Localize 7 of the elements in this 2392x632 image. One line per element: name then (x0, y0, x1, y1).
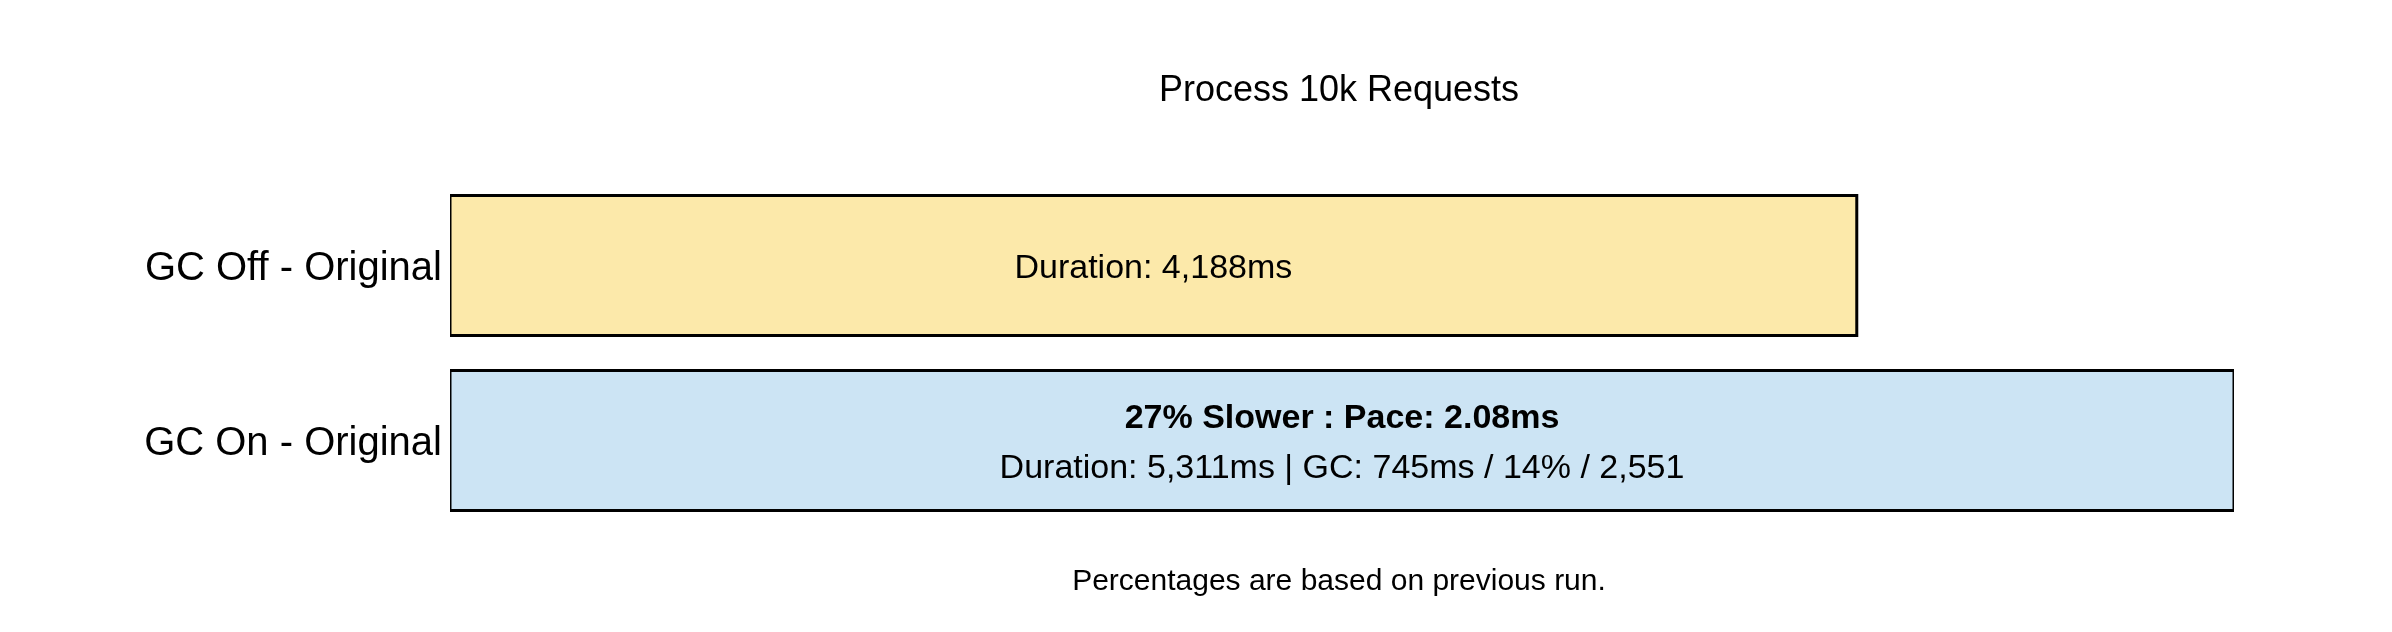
annotation: 27% Slower : Pace: 2.08ms (1124, 396, 1560, 435)
data-label: Duration: 4,188ms (1014, 246, 1293, 285)
y-tick-label: GC On - Original (144, 418, 442, 463)
data-label: Duration: 5,311ms | GC: 745ms / 14% / 2,551 (999, 446, 1685, 485)
y-tick-label: GC Off - Original (144, 243, 442, 288)
chart-title: Process 10k Requests (1157, 68, 1521, 110)
text: Percentages are based on previous run. (1071, 563, 1607, 597)
